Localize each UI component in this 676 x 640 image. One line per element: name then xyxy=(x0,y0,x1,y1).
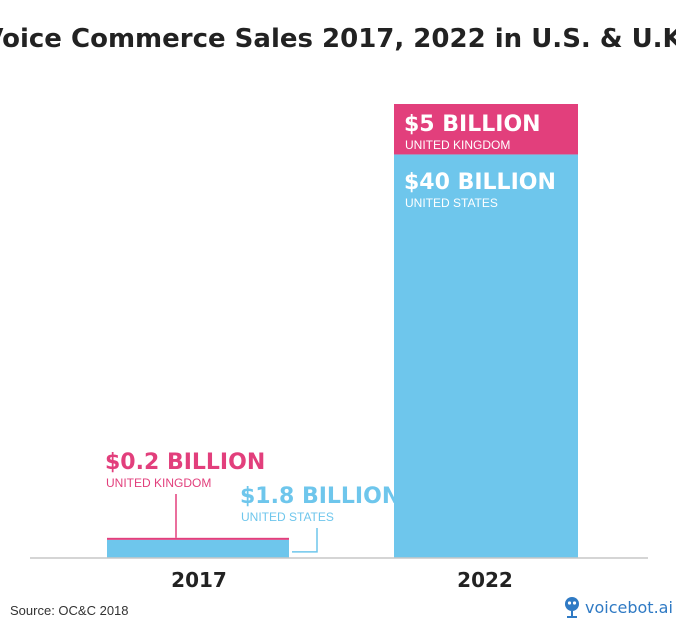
data-label-2017-us-name: UNITED STATES xyxy=(241,510,334,524)
data-label-2022-us-name: UNITED STATES xyxy=(405,196,498,210)
source-note: Source: OC&C 2018 xyxy=(10,603,129,618)
bar-2017-us xyxy=(107,539,289,558)
robot-icon xyxy=(565,597,579,618)
data-label-2022-us-value: $40 BILLION xyxy=(404,170,556,195)
bar-2022-uk xyxy=(394,104,578,155)
voicebot-logo[interactable]: voicebot.ai xyxy=(563,595,673,619)
data-label-2017-uk-value: $0.2 BILLION xyxy=(105,450,265,475)
data-label-2022-uk-name: UNITED KINGDOM xyxy=(405,138,510,152)
x-tick-label-2022: 2022 xyxy=(457,568,513,592)
chart-title: Voice Commerce Sales 2017, 2022 in U.S. … xyxy=(0,24,676,54)
bar-2017-uk xyxy=(107,537,289,540)
logo-text: voicebot.ai xyxy=(585,597,673,617)
leader-line-2017-us xyxy=(292,528,318,553)
data-label-2022-uk-value: $5 BILLION xyxy=(404,112,541,137)
data-label-2017-uk-name: UNITED KINGDOM xyxy=(106,476,211,490)
x-tick-label-2017: 2017 xyxy=(171,568,227,592)
bar-2022-us xyxy=(394,154,578,558)
data-label-2017-us-value: $1.8 BILLION xyxy=(240,484,400,509)
